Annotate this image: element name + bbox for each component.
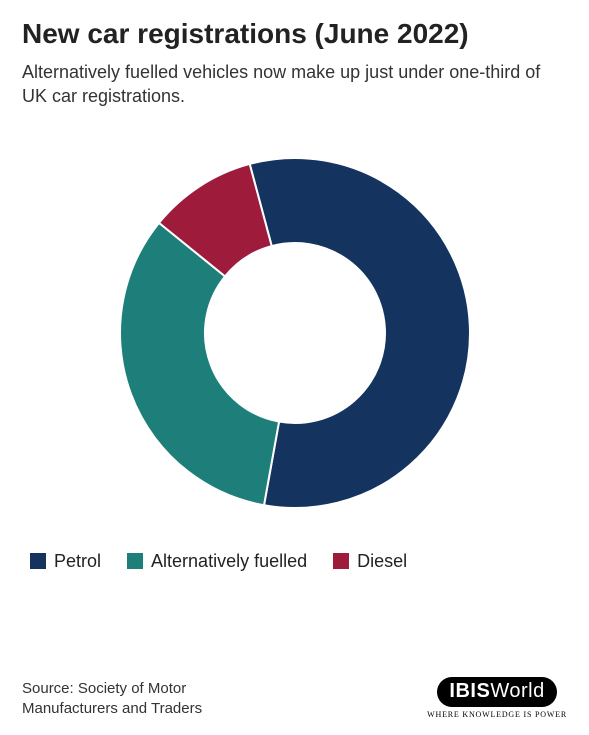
brand-tagline: WHERE KNOWLEDGE IS POWER [427,710,567,719]
legend-item: Diesel [333,551,407,572]
donut-chart [95,133,495,533]
page-title: New car registrations (June 2022) [22,18,567,50]
legend-label: Petrol [54,551,101,572]
chart-container [22,133,567,533]
subtitle: Alternatively fuelled vehicles now make … [22,60,542,109]
legend-item: Alternatively fuelled [127,551,307,572]
brand-name-light: World [490,680,544,702]
brand-pill: IBISWorld [437,677,556,707]
footer: Source: Society of Motor Manufacturers a… [22,677,567,719]
legend-label: Alternatively fuelled [151,551,307,572]
legend-swatch [127,553,143,569]
legend-item: Petrol [30,551,101,572]
brand-logo: IBISWorld WHERE KNOWLEDGE IS POWER [427,677,567,719]
donut-slice [119,222,278,504]
donut-slice [249,158,469,508]
legend-label: Diesel [357,551,407,572]
legend-swatch [333,553,349,569]
legend-swatch [30,553,46,569]
legend: Petrol Alternatively fuelled Diesel [30,551,567,572]
source-text: Source: Society of Motor Manufacturers a… [22,679,282,720]
brand-name-bold: IBIS [449,680,490,702]
